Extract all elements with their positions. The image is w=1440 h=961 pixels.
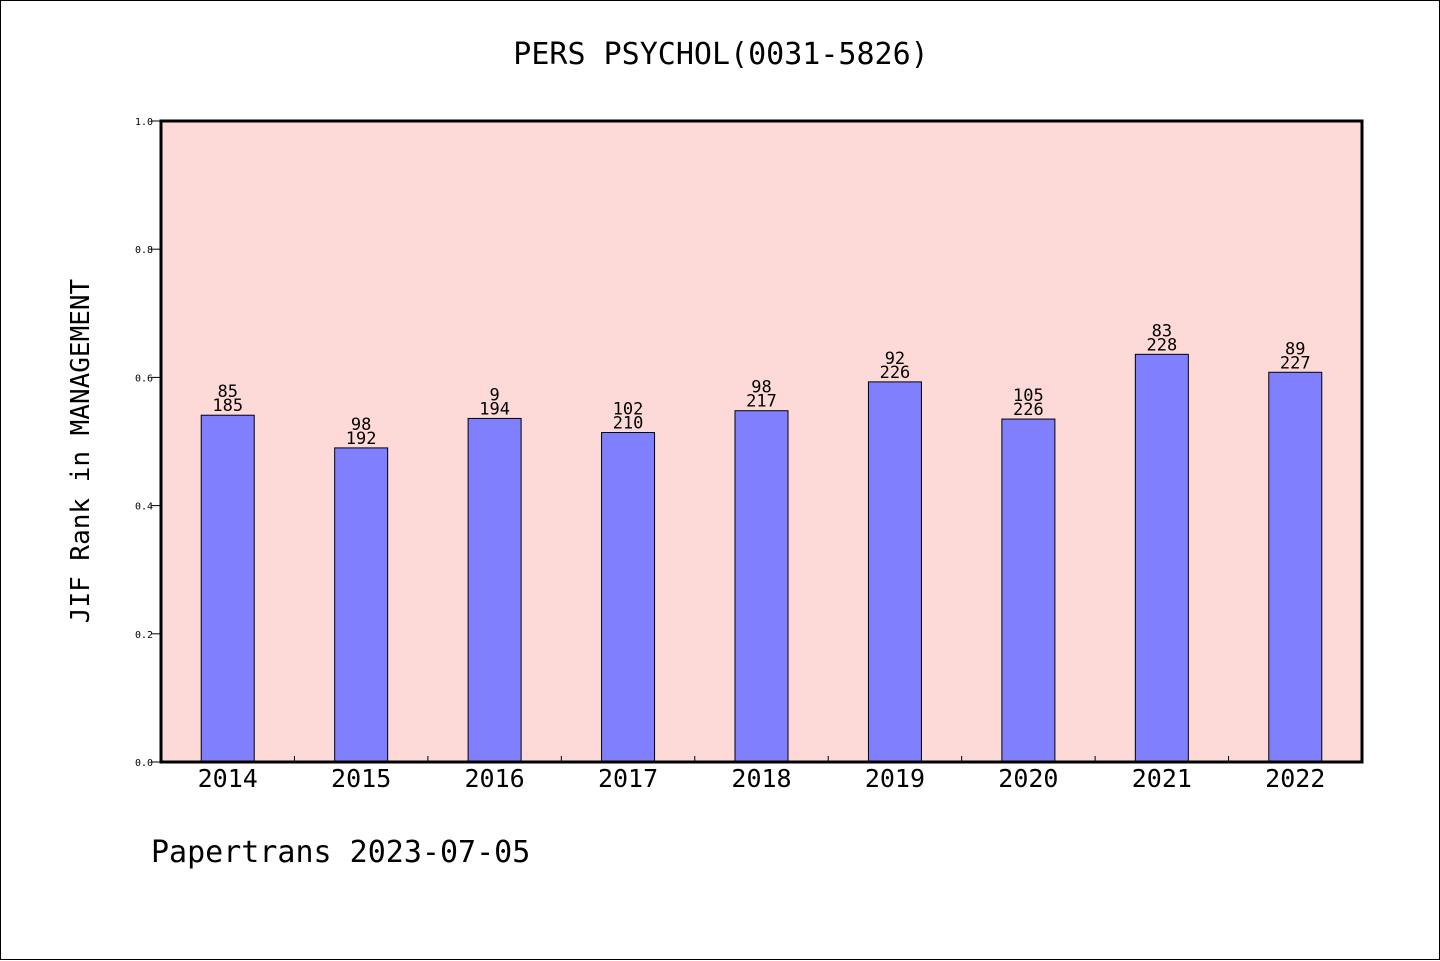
x-tick-label: 2020: [998, 764, 1058, 793]
bar-rank-label: 102: [613, 400, 644, 420]
bar-total-label: 210: [613, 414, 644, 434]
bar-rank-label: 83: [1152, 321, 1172, 341]
bar: [467, 417, 522, 763]
x-tick-label: 2016: [465, 764, 525, 793]
bar-total-label: 192: [346, 429, 377, 449]
y-tick-label: 0.6: [135, 373, 153, 384]
x-tick-label: 2018: [731, 764, 791, 793]
bar: [200, 414, 255, 763]
bar-total-label: 226: [880, 363, 911, 383]
bar-total-label: 226: [1013, 400, 1044, 420]
x-tick-label: 2015: [331, 764, 391, 793]
bar-rank-label: 98: [751, 378, 771, 398]
y-tick-label: 0.4: [135, 502, 153, 513]
bar: [601, 432, 656, 763]
y-tick-label: 0.0: [135, 758, 153, 769]
bar: [334, 447, 389, 763]
bar: [734, 410, 789, 763]
bar-total-label: 227: [1280, 353, 1311, 373]
plot-border: [159, 119, 1364, 764]
x-tick-label: 2017: [598, 764, 658, 793]
bar: [867, 381, 922, 763]
bar: [1134, 353, 1189, 763]
x-tick-label: 2022: [1265, 764, 1325, 793]
bar-total-label: 217: [746, 392, 777, 412]
x-tick-label: 2021: [1132, 764, 1192, 793]
bar-total-label: 194: [479, 399, 510, 419]
x-tick-label: 2019: [865, 764, 925, 793]
bar-rank-label: 85: [217, 382, 237, 402]
bar-rank-label: 9: [489, 385, 499, 405]
chart-title: PERS PSYCHOL(0031-5826): [513, 37, 929, 72]
bar-rank-label: 98: [351, 415, 371, 435]
bar-total-label: 185: [212, 396, 243, 416]
bar-total-label: 228: [1146, 335, 1177, 355]
bar-rank-label: 89: [1285, 339, 1305, 359]
bar-rank-label: 105: [1013, 386, 1044, 406]
y-tick-label: 0.2: [135, 630, 153, 641]
y-tick-label: 0.8: [135, 245, 153, 256]
bar: [1268, 371, 1323, 763]
bar: [1001, 418, 1056, 763]
y-tick-label: 1.0: [135, 117, 153, 128]
x-tick-label: 2014: [198, 764, 258, 793]
bar-rank-label: 92: [885, 349, 905, 369]
footer-text: Papertrans 2023-07-05: [151, 835, 531, 870]
